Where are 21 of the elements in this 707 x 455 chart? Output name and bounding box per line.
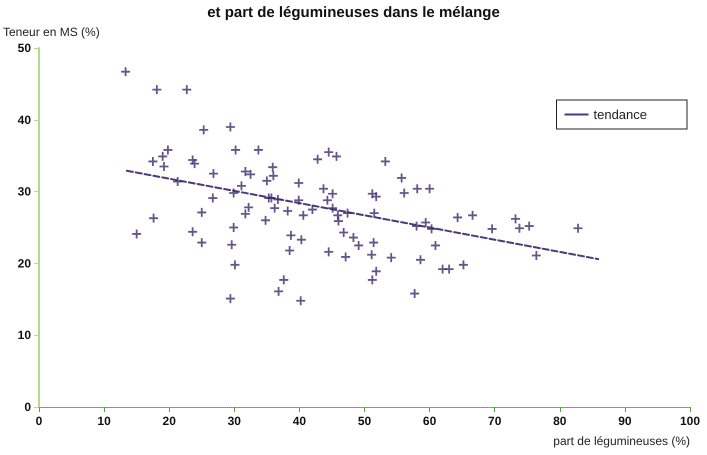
x-tick-label: 90 <box>618 414 632 428</box>
x-tick-label: 30 <box>228 414 242 428</box>
x-tick-label: 60 <box>422 414 437 428</box>
x-tick-label: 0 <box>36 414 43 428</box>
y-tick-label: 50 <box>18 41 32 55</box>
x-axis-title: part de légumineuses (%) <box>553 434 690 448</box>
y-axis-title: Teneur en MS (%) <box>3 25 100 39</box>
y-tick-label: 40 <box>18 112 32 127</box>
x-tick-label: 70 <box>488 414 502 428</box>
y-tick-label: 10 <box>18 328 32 342</box>
legend-label: tendance <box>594 107 648 122</box>
y-tick-label: 20 <box>18 256 32 270</box>
x-tick-label: 40 <box>292 414 306 428</box>
chart-title: et part de légumineuses dans le mélange <box>207 4 500 21</box>
x-tick-label: 50 <box>358 414 372 428</box>
y-tick-label: 30 <box>18 184 32 199</box>
x-tick-label: 10 <box>97 414 112 428</box>
x-tick-label: 20 <box>162 414 176 428</box>
y-tick-label: 0 <box>24 400 32 414</box>
x-tick-label: 100 <box>680 414 700 428</box>
x-tick-label: 80 <box>553 414 567 428</box>
